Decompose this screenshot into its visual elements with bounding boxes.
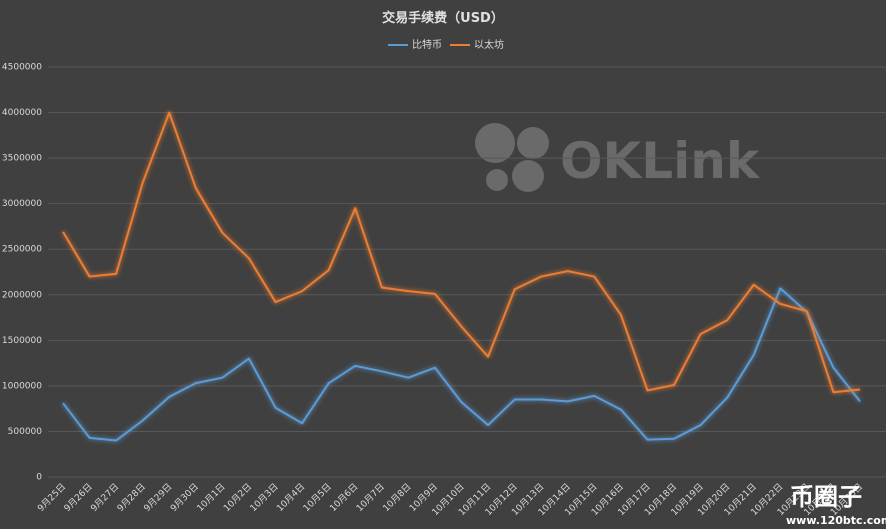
watermark: www.120btc.com (786, 514, 886, 527)
x-tick-label: 9月25日 (35, 481, 68, 514)
x-tick-label: 10月4日 (275, 481, 308, 514)
watermark: OKLink (560, 132, 761, 190)
x-tick-label: 9月28日 (115, 481, 148, 514)
y-tick-label: 2500000 (2, 245, 42, 255)
oklink-logo (475, 123, 549, 192)
y-tick-label: 3000000 (2, 199, 42, 209)
x-tick-label: 10月5日 (301, 481, 334, 514)
series-line (62, 111, 861, 394)
y-tick-label: 3500000 (2, 154, 42, 164)
x-tick-label: 9月27日 (89, 481, 122, 514)
y-tick-label: 0 (36, 473, 42, 483)
x-tick-label: 9月30日 (168, 481, 201, 514)
x-tick-label: 10月6日 (328, 481, 361, 514)
y-tick-label: 4000000 (2, 108, 42, 118)
y-tick-label: 2000000 (2, 290, 42, 300)
y-tick-label: 4500000 (2, 63, 42, 73)
legend-label: 比特币 (412, 39, 442, 51)
x-tick-label: 9月26日 (62, 481, 95, 514)
y-tick-label: 1000000 (2, 381, 42, 391)
chart-title: 交易手续费（USD） (382, 10, 504, 26)
series-line (62, 287, 861, 442)
x-tick-label: 10月7日 (354, 481, 387, 514)
y-tick-label: 1500000 (2, 336, 42, 346)
legend-label: 以太坊 (474, 38, 504, 51)
x-tick-label: 9月29日 (142, 481, 175, 514)
x-tick-label: 10月8日 (381, 481, 414, 514)
watermark: 币圈子 (790, 483, 862, 511)
x-tick-label: 10月2日 (221, 481, 254, 514)
x-tick-label: 10月3日 (248, 481, 281, 514)
x-tick-label: 10月1日 (195, 481, 228, 514)
y-tick-label: 500000 (8, 427, 43, 437)
